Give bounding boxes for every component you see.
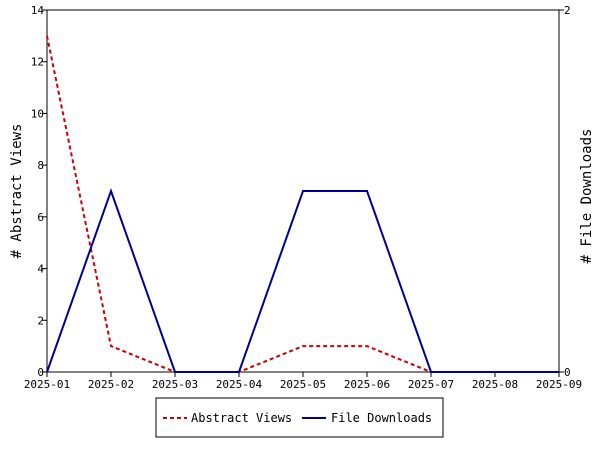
right-y-axis-title: # File Downloads bbox=[579, 129, 595, 264]
x-tick-label: 2025-09 bbox=[536, 378, 582, 391]
x-tick-label: 2025-08 bbox=[472, 378, 518, 391]
left-y-tick-label: 2 bbox=[37, 314, 44, 327]
left-y-tick-label: 6 bbox=[37, 211, 44, 224]
left-y-tick-label: 14 bbox=[31, 4, 45, 17]
series-line-abstract-views bbox=[46, 35, 559, 373]
x-tick-label: 2025-07 bbox=[408, 378, 454, 391]
x-tick-label: 2025-06 bbox=[344, 378, 390, 391]
series-layer bbox=[46, 35, 559, 373]
left-y-tick-label: 4 bbox=[37, 263, 44, 276]
x-tick-label: 2025-05 bbox=[280, 378, 326, 391]
x-axis: 2025-01 2025-02 2025-03 2025-04 2025-05 2025-… bbox=[24, 372, 582, 391]
x-tick-label: 2025-02 bbox=[88, 378, 134, 391]
left-y-tick-label: 12 bbox=[31, 56, 44, 69]
right-y-tick-label: 0 bbox=[564, 366, 571, 379]
left-y-tick-label: 10 bbox=[31, 107, 44, 120]
x-tick-label: 2025-03 bbox=[152, 378, 198, 391]
x-tick-label: 2025-01 bbox=[24, 378, 70, 391]
right-y-tick-label: 2 bbox=[564, 4, 571, 17]
series-line-file-downloads bbox=[46, 188, 559, 373]
legend-box bbox=[155, 397, 444, 438]
legend-label-file-downloads: File Downloads bbox=[331, 411, 432, 425]
x-tick-label: 2025-04 bbox=[216, 378, 263, 391]
left-y-axis-title: # Abstract Views bbox=[9, 124, 25, 259]
legend: Abstract Views File Downloads bbox=[155, 397, 444, 438]
left-y-tick-label: 0 bbox=[37, 366, 44, 379]
left-y-axis: 0 2 4 6 8 10 12 14 bbox=[31, 4, 47, 379]
left-y-tick-label: 8 bbox=[37, 159, 44, 172]
legend-label-abstract-views: Abstract Views bbox=[191, 411, 292, 425]
right-y-axis: 02 bbox=[559, 4, 571, 379]
